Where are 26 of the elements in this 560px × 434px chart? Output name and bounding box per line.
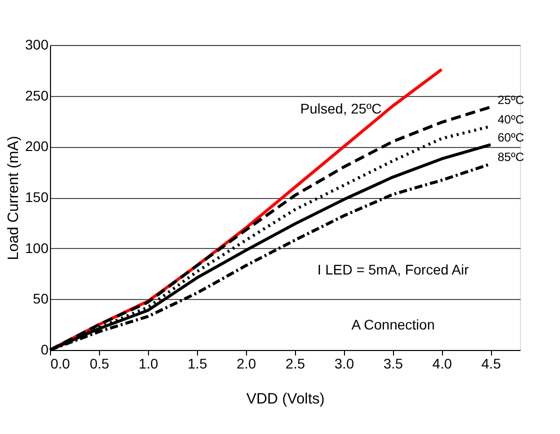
x-axis-title: VDD (Volts) xyxy=(246,390,325,408)
annotation: I LED = 5mA, Forced Air xyxy=(317,262,470,278)
x-tick-label: 0.5 xyxy=(90,356,110,372)
x-tick-label: 4.5 xyxy=(481,356,502,372)
series-label: Pulsed, 25ºC xyxy=(300,100,382,116)
x-tick-label: 2.0 xyxy=(236,356,256,372)
x-tick-label: 3.0 xyxy=(334,356,354,372)
y-tick-label: 50 xyxy=(32,290,49,307)
y-tick-label: 100 xyxy=(25,240,49,256)
series-label: 85ºC xyxy=(498,150,524,164)
y-tick-label: 300 xyxy=(25,36,49,52)
x-tick-label: 2.5 xyxy=(286,356,306,372)
y-tick-label: 200 xyxy=(25,138,49,154)
series-label: 40ºC xyxy=(498,112,524,126)
x-tick-label: 3.5 xyxy=(383,356,404,372)
series-label: 25ºC xyxy=(498,93,524,108)
y-tick-label: 0 xyxy=(40,342,49,358)
x-tick-label: 1.5 xyxy=(188,356,208,372)
annotation: A Connection xyxy=(351,316,435,333)
x-tick-label: 1.0 xyxy=(138,356,158,372)
x-tick-label: 0.0 xyxy=(50,356,70,372)
y-tick-label: 250 xyxy=(25,87,49,104)
series-label: 60ºC xyxy=(498,130,524,145)
y-axis-title: Load Current (mA) xyxy=(5,136,22,260)
x-tick-label: 4.0 xyxy=(432,356,452,372)
y-tick-label: 150 xyxy=(25,189,49,205)
